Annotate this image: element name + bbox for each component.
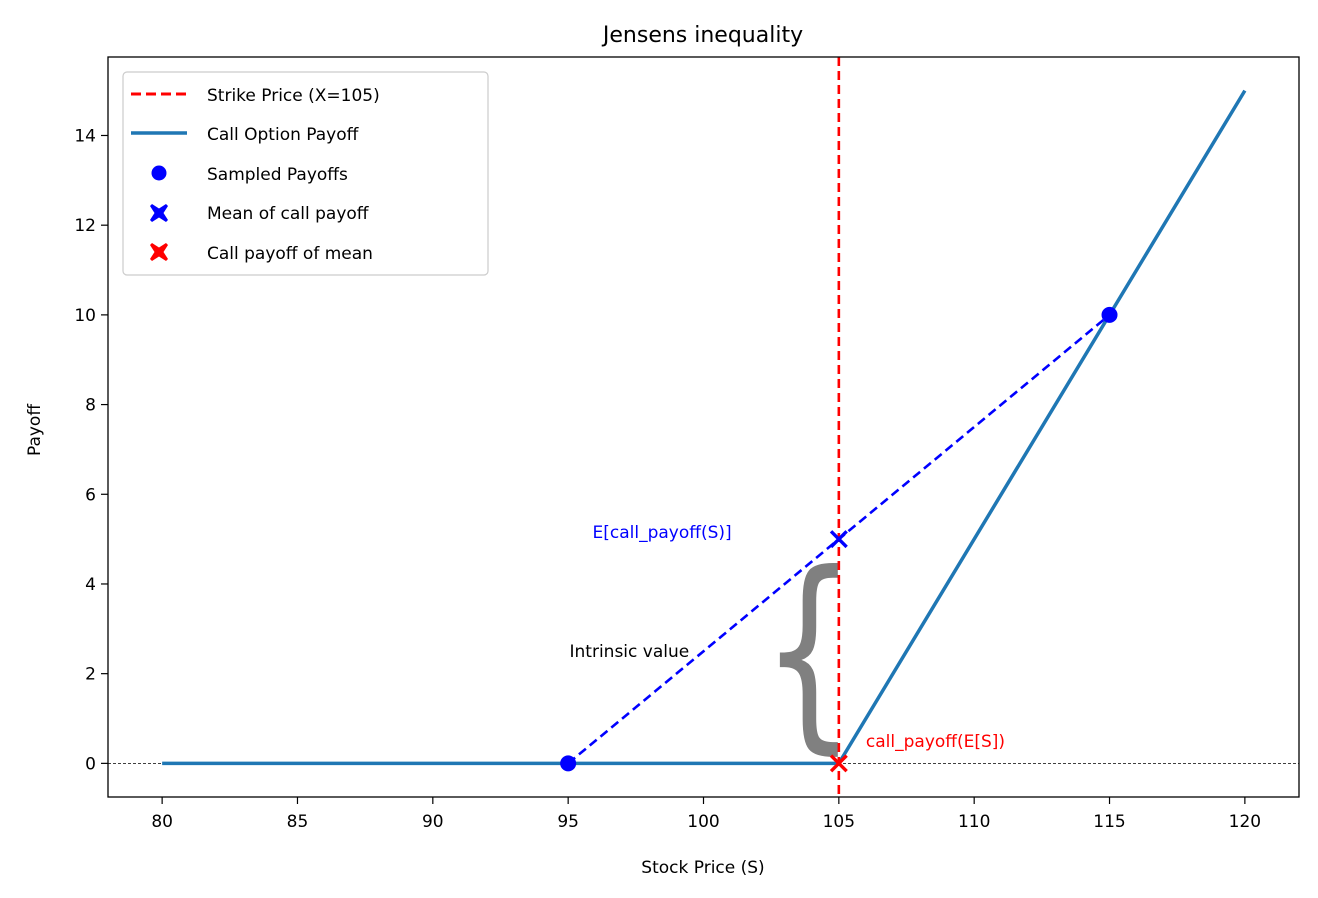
intrinsic-value-annotation: Intrinsic value	[570, 642, 690, 662]
legend-payoff-of-mean-label: Call payoff of mean	[207, 244, 373, 264]
legend-payoff-of-mean-swatch	[150, 243, 168, 261]
x-axis-label: Stock Price (S)	[641, 858, 764, 878]
intrinsic-value-brace: {	[761, 529, 856, 773]
legend-frame	[122, 71, 489, 276]
y-axis-label: Payoff	[25, 403, 45, 456]
y-tick-label: 14	[74, 126, 96, 146]
x-tick-label: 115	[1093, 812, 1125, 832]
legend-payoff-label: Call Option Payoff	[207, 125, 360, 145]
y-tick-label: 6	[85, 485, 96, 505]
payoff-of-mean-annotation: call_payoff(E[S])	[866, 732, 1005, 752]
chart-title: Jensens inequality	[601, 23, 803, 48]
y-tick-label: 0	[85, 754, 96, 774]
y-tick-label: 12	[74, 216, 96, 236]
mean-payoff-annotation: E[call_payoff(S)]	[593, 523, 732, 543]
x-tick-label: 120	[1229, 812, 1261, 832]
x-tick-label: 85	[287, 812, 309, 832]
legend-sampled-label: Sampled Payoffs	[207, 165, 348, 185]
x-tick-label: 100	[687, 812, 719, 832]
x-tick-label: 95	[557, 812, 579, 832]
y-tick-label: 2	[85, 665, 96, 685]
sampled-payoff-point	[1101, 306, 1118, 323]
plot-area: 80 85 90 95 100 105 110 115 120 0 2 4 6 8 10 12 14 { E[cal…	[74, 56, 1300, 832]
sampled-payoff-point	[560, 755, 577, 772]
axes-frame	[107, 56, 1300, 798]
y-tick-label: 8	[85, 396, 96, 416]
mean-of-call-payoff-marker	[829, 530, 848, 549]
legend: Strike Price (X=105) Call Option Payoff …	[122, 71, 489, 276]
legend-mean-payoff-swatch	[150, 204, 168, 222]
x-tick-label: 90	[422, 812, 444, 832]
legend-mean-payoff-label: Mean of call payoff	[207, 204, 370, 224]
legend-strike-label: Strike Price (X=105)	[207, 86, 380, 106]
call-payoff-of-mean-marker	[829, 754, 848, 773]
x-tick-label: 80	[151, 812, 173, 832]
y-tick-label: 4	[85, 575, 96, 595]
x-tick-label: 105	[823, 812, 855, 832]
x-tick-label: 110	[958, 812, 990, 832]
y-tick-label: 10	[74, 306, 96, 326]
legend-sampled-swatch	[151, 165, 167, 181]
